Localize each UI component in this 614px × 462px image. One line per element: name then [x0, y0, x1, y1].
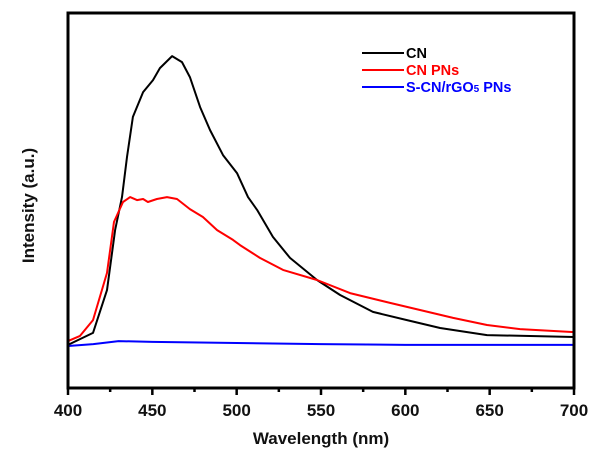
- x-tick-label: 650: [475, 401, 503, 420]
- x-axis-ticks: [66, 388, 576, 395]
- legend-label-main: S-CN/rGO: [406, 80, 474, 96]
- x-tick-label: 700: [560, 401, 588, 420]
- x-tick-label: 600: [391, 401, 419, 420]
- legend-label-subscript: 5: [474, 84, 480, 95]
- legend-label-main: CN: [406, 46, 427, 62]
- legend-label: S-CN/rGO5 PNs: [406, 80, 511, 96]
- x-tick-label: 400: [54, 401, 82, 420]
- x-axis-title: Wavelength (nm): [253, 429, 389, 448]
- legend-label-main: CN PNs: [406, 63, 459, 79]
- legend-label-tail: PNs: [479, 80, 511, 96]
- series-line-cn-pns: [67, 196, 575, 343]
- series-line-cn: [67, 55, 575, 346]
- x-tick-label: 550: [307, 401, 335, 420]
- x-tick-label: 500: [222, 401, 250, 420]
- legend-label: CN PNs: [406, 63, 459, 79]
- x-axis-tick-labels: 400 450 500 550 600 650 700: [54, 401, 588, 420]
- series-layer: [67, 55, 575, 347]
- y-axis-title: Intensity (a.u.): [19, 148, 38, 263]
- legend-item: CN: [362, 46, 427, 62]
- legend-item: CN PNs: [362, 63, 459, 79]
- legend-item: S-CN/rGO5 PNs: [362, 80, 511, 96]
- legend-label: CN: [406, 46, 427, 62]
- series-line-s-cn-rgo5-pns: [67, 340, 575, 347]
- x-tick-label: 450: [138, 401, 166, 420]
